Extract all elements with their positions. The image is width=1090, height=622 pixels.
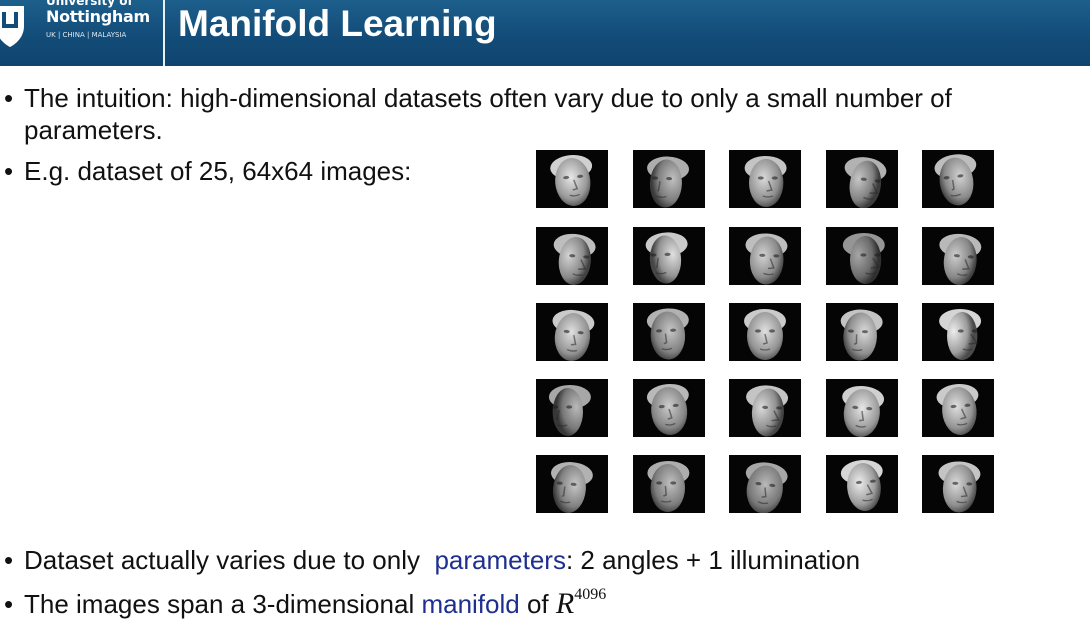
math-exponent: 4096 [574,586,607,603]
face-image [842,385,885,437]
bullet-intuition-line1: The intuition: high-dimensional datasets… [24,83,952,113]
face-image [550,462,593,513]
face-thumbnail [536,455,608,513]
face-image [745,462,788,513]
university-logo: University of Nottingham UK | CHINA | MA… [0,0,165,66]
face-thumbnail [536,379,608,437]
header-divider [163,0,165,66]
face-image [840,309,883,361]
face-thumbnail [536,227,608,285]
face-image [550,154,593,206]
face-thumbnail [536,303,608,361]
face-image [842,233,885,284]
face-image [938,461,981,513]
bullet-dot: • [4,156,14,186]
manifold-prefix: The images span a 3-dimensional [24,589,422,619]
face-thumbnail [633,227,705,285]
face-thumbnail [826,303,898,361]
face-image [939,233,982,285]
face-thumbnail [922,150,994,208]
face-thumbnail [633,379,705,437]
face-image [647,461,690,512]
face-thumbnail [922,303,994,361]
face-image [844,157,887,208]
slide-title: Manifold Learning [178,3,497,44]
slide-header: University of Nottingham UK | CHINA | MA… [0,0,1090,66]
face-thumbnail [633,150,705,208]
face-thumbnail [633,303,705,361]
bullet-intuition-line2: parameters. [24,115,163,145]
face-image [745,233,788,285]
face-image [553,233,596,285]
bullet-dot: • [4,589,14,619]
face-thumbnail [536,150,608,208]
face-thumbnail [826,227,898,285]
face-image [646,383,689,435]
face-image [744,309,786,360]
manifold-link: manifold [421,589,520,619]
bullet-parameters: • Dataset actually varies due to only pa… [0,544,1090,576]
bullet-manifold-text: The images span a 3-dimensional manifold… [24,586,607,622]
logo-nottingham: Nottingham [46,7,150,26]
bullet-intuition: • The intuition: high-dimensional datase… [0,82,1090,146]
face-thumbnail [729,379,801,437]
face-thumbnail [729,303,801,361]
face-thumbnail [826,455,898,513]
bullet-dot: • [4,83,14,113]
logo-university-of: University of [46,0,133,8]
face-thumbnail [826,150,898,208]
face-thumbnail [826,379,898,437]
bullet-parameters-text: Dataset actually varies due to only para… [24,544,860,576]
face-thumbnail [922,379,994,437]
face-thumbnail [729,455,801,513]
face-thumbnail [729,227,801,285]
bullet-example: • E.g. dataset of 25, 64x64 images: [0,155,520,187]
face-image [936,384,979,435]
face-image [548,385,591,436]
face-image [746,385,789,437]
bullet-manifold: • The images span a 3-dimensional manifo… [0,586,1090,622]
parameters-prefix: Dataset actually varies due to only [24,545,435,575]
math-r: R [555,587,575,620]
face-image-grid [536,150,1000,513]
parameters-suffix: : 2 angles + 1 illumination [565,545,861,575]
face-image [939,309,982,360]
face-thumbnail [922,455,994,513]
bullet-dot: • [4,545,14,575]
face-image [744,156,787,207]
face-image [646,308,689,360]
face-image [552,309,595,361]
bullet-example-text: E.g. dataset of 25, 64x64 images: [24,156,412,186]
face-image [840,460,883,511]
face-image [647,156,690,208]
face-thumbnail [922,227,994,285]
parameters-link: parameters [434,545,566,575]
crest-icon [0,6,24,47]
face-image [645,232,688,284]
face-image [934,154,977,206]
face-thumbnail [633,455,705,513]
manifold-of: of [519,589,556,619]
logo-campuses: UK | CHINA | MALAYSIA [46,31,127,39]
face-thumbnail [729,150,801,208]
